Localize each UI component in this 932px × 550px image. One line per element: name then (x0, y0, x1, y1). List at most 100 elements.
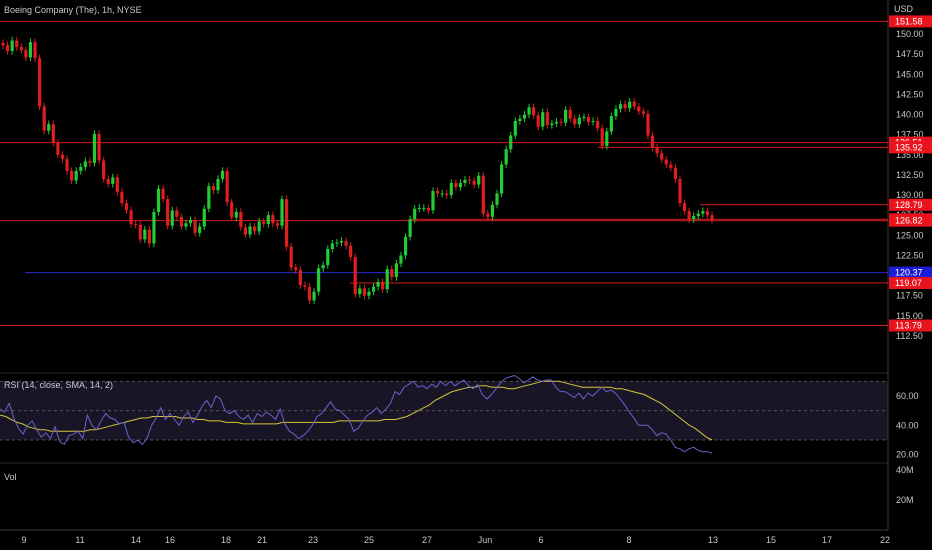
candle-body (692, 216, 696, 220)
candle-body (403, 236, 408, 256)
candle-body (230, 202, 234, 218)
time-tick-label: 22 (880, 535, 890, 545)
candle-body (280, 199, 284, 226)
candle-body (394, 263, 398, 278)
price-tick-label: 135.00 (896, 150, 924, 160)
time-tick-label: 23 (308, 535, 318, 545)
candle-body (15, 40, 19, 47)
candle-body (285, 199, 289, 247)
candle-body (312, 291, 316, 301)
candle-body (335, 242, 339, 244)
candle-body (568, 109, 572, 119)
candle-body (435, 191, 440, 194)
candle-body (111, 177, 115, 184)
candle-body (623, 104, 627, 109)
candle-body (74, 170, 78, 181)
candle-body (70, 170, 74, 181)
candle-body (129, 210, 133, 225)
candle-body (1, 42, 5, 46)
candle-body (417, 207, 421, 209)
candle-body (486, 213, 490, 217)
rsi-tick-label: 40.00 (896, 420, 919, 430)
volume-pane[interactable]: Vol (4, 472, 17, 482)
candle-body (5, 45, 10, 51)
level-tag-label: 135.92 (895, 142, 923, 152)
candle-body (257, 221, 261, 232)
price-tick-label: 132.50 (896, 170, 924, 180)
level-tag-label: 119.07 (895, 278, 922, 288)
candle-body (152, 211, 156, 244)
candle-body (422, 207, 426, 209)
candle-body (564, 109, 568, 123)
candle-body (358, 288, 362, 295)
candle-body (390, 269, 394, 278)
candle-body (426, 207, 430, 211)
candle-body (463, 179, 467, 183)
candle-body (88, 161, 92, 163)
candle-body (541, 112, 545, 127)
price-tick-label: 115.00 (896, 311, 923, 321)
candle-body (701, 211, 705, 214)
currency-label: USD (894, 4, 914, 14)
candle-body (495, 193, 499, 205)
candle-body (262, 221, 266, 225)
candle-body (202, 208, 206, 227)
rsi-tick-label: 20.00 (896, 450, 919, 460)
level-tag (889, 277, 932, 290)
time-tick-label: 14 (131, 535, 141, 545)
price-pane[interactable] (0, 20, 888, 327)
volume-label: Vol (4, 472, 17, 482)
time-tick-label: 16 (165, 535, 175, 545)
candle-body (669, 164, 673, 168)
candle-body (83, 161, 87, 167)
candle-body (37, 58, 42, 107)
candle-body (156, 188, 161, 212)
time-tick-label: 9 (21, 535, 26, 545)
candle-body (211, 186, 216, 191)
time-tick-label: 11 (75, 535, 84, 545)
candle-body (51, 124, 55, 143)
price-tick-label: 142.50 (896, 89, 924, 99)
candle-body (596, 121, 600, 129)
price-tick-label: 117.50 (896, 291, 923, 301)
candle-body (637, 106, 641, 112)
candle-body (687, 211, 691, 220)
support-resistance-lines (0, 20, 888, 327)
candle-body (673, 167, 678, 179)
volume-axis[interactable]: 40M 20M (896, 465, 914, 505)
candle-body (115, 177, 119, 192)
candle-body (344, 240, 348, 246)
candle-body (175, 210, 179, 217)
price-tick-label: 112.50 (896, 331, 923, 341)
rsi-axis[interactable]: 60.00 40.00 20.00 (896, 391, 919, 460)
candle-body (317, 268, 321, 292)
candle-body (385, 269, 389, 290)
candle-body (509, 135, 513, 150)
candle-body (678, 178, 682, 204)
candle-body (60, 154, 65, 159)
candle-body (56, 142, 60, 155)
candle-body (605, 131, 609, 146)
time-axis[interactable]: 9 11 14 16 18 21 23 25 27 Jun 6 8 13 15 17 22 (21, 535, 890, 545)
candle-body (362, 288, 366, 296)
level-tag-label: 151.58 (895, 16, 923, 26)
rsi-label: RSI (14, close, SMA, 14, 2) (4, 380, 113, 390)
candle-body (660, 153, 664, 160)
candle-body (458, 183, 463, 188)
time-tick-label: 13 (708, 535, 718, 545)
candle-body (42, 106, 46, 131)
candle-body (28, 42, 33, 58)
candle-body (248, 226, 252, 235)
candle-body (513, 121, 517, 136)
candle-body (321, 265, 325, 269)
candle-body (275, 223, 280, 226)
candle-body (307, 286, 312, 301)
candle-body (234, 211, 238, 218)
price-axis[interactable]: 150.00 147.50 145.00 142.50 140.00 137.50 135.… (896, 29, 924, 341)
level-tag (889, 15, 932, 28)
candle-body (161, 188, 165, 200)
rsi-pane[interactable]: RSI (14, close, SMA, 14, 2) (0, 374, 888, 454)
candle-body (655, 147, 659, 154)
price-tick-label: 150.00 (896, 29, 924, 39)
